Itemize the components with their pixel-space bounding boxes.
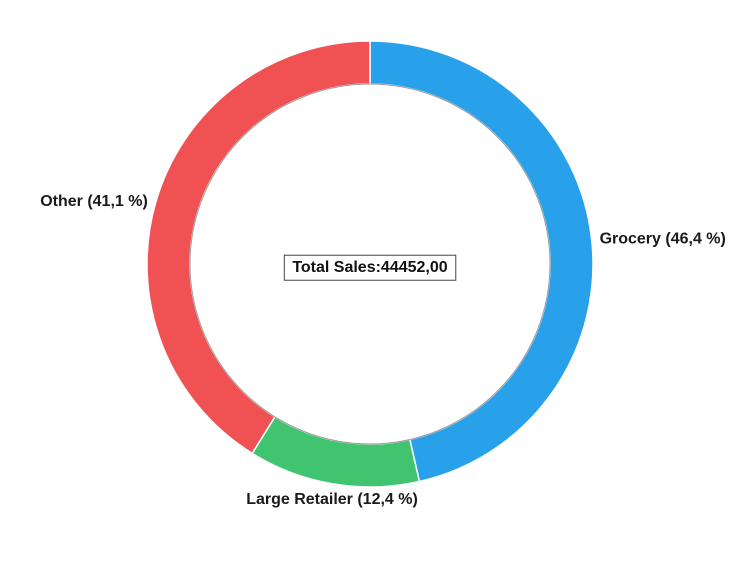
center-label-box (283, 254, 457, 281)
slice-labels: Grocery (46,4 %) Large Retailer (12,4 %) O… (40, 193, 726, 508)
slice-other[interactable] (146, 40, 371, 455)
center-label-text: Total Sales:44452,00 (292, 259, 447, 276)
center-label: Total Sales:44452,00 (283, 254, 457, 281)
slice-label-large-retailer: Large Retailer (12,4 %) (246, 491, 418, 508)
slice-label-other: Other (41,1 %) (40, 193, 148, 210)
slice-large-retailer[interactable] (251, 415, 421, 488)
donut-inner-outline (189, 83, 551, 445)
slice-label-grocery: Grocery (46,4 %) (600, 230, 726, 247)
